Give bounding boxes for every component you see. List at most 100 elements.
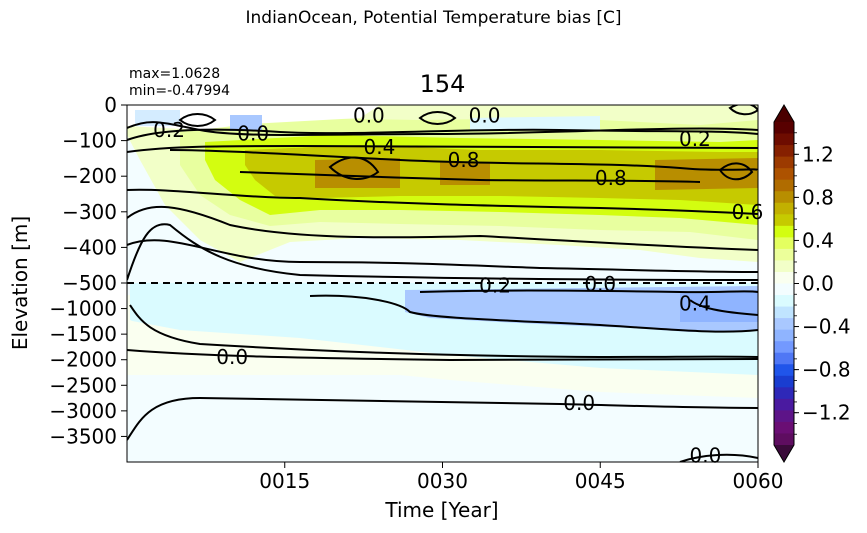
contour-label: 0.0 (690, 443, 722, 467)
figure-suptitle: IndianOcean, Potential Temperature bias … (245, 8, 622, 28)
colorbar-band (774, 248, 794, 261)
colorbar-band (774, 237, 794, 250)
stat-min: min=-0.47994 (129, 83, 231, 99)
x-tick-label: 0015 (259, 469, 310, 493)
colorbar-band (774, 364, 794, 377)
colorbar-band (774, 202, 794, 215)
contour-label: 0.4 (363, 135, 395, 159)
contour-label: 0.0 (216, 345, 248, 369)
colorbar-band (774, 214, 794, 227)
y-tick-label: −300 (62, 200, 117, 224)
contour-label: 0.0 (469, 104, 501, 128)
contour-surface-loop-1 (178, 113, 217, 127)
colorbar-band (774, 260, 794, 273)
contour-surface-02 (127, 128, 758, 141)
contour-surface-loop-2 (418, 111, 457, 125)
colorbar-tick-label: 0.0 (802, 272, 834, 296)
colorbar-band (774, 421, 794, 434)
colorbar-band (774, 410, 794, 423)
colorbar-band (774, 168, 794, 181)
y-tick-label: −2500 (49, 373, 117, 397)
stats-box: max=1.0628 min=-0.47994 (129, 66, 230, 100)
colorbar-band (774, 329, 794, 342)
colorbar-band (774, 295, 794, 308)
y-tick-label: −1000 (49, 297, 117, 321)
stat-max: max=1.0628 (129, 66, 221, 82)
contour-0-lower (127, 239, 758, 273)
y-tick-label: −200 (62, 164, 117, 188)
colorbar-band (774, 191, 794, 204)
contour-10-core-1 (328, 156, 380, 180)
contour-06-lower (127, 188, 758, 215)
contour-label: 0.2 (479, 274, 511, 298)
colorbar-band (774, 306, 794, 319)
x-tick-label: 0045 (575, 469, 626, 493)
y-tick-label: −1500 (49, 322, 117, 346)
contour-bottom-0 (679, 453, 758, 462)
contour-deep-0c (127, 396, 758, 441)
y-tick-label: −100 (62, 129, 117, 153)
contour-label: 0.0 (563, 391, 595, 415)
field-cool-surface-2 (230, 115, 262, 131)
contour-label: 0.0 (237, 121, 269, 145)
contour-02-lower (127, 205, 758, 251)
y-tick-label: −3500 (49, 424, 117, 448)
colorbar-band (774, 145, 794, 158)
colorbar-band (774, 283, 794, 296)
contour-04 (127, 145, 758, 153)
y-tick-label: −3000 (49, 399, 117, 423)
contour-label: 0.2 (679, 127, 711, 151)
contour-label: 0.0 (584, 272, 616, 296)
colorbar-band (774, 156, 794, 169)
y-tick-label: −2000 (49, 348, 117, 372)
colorbar-band (774, 179, 794, 192)
contour-label: 0.8 (448, 148, 480, 172)
contour-label: 0.2 (153, 118, 185, 142)
colorbar-band (774, 318, 794, 331)
colorbar-tick-label: 0.4 (802, 228, 834, 252)
field-warm-ochre-1 (315, 158, 400, 188)
panel-title: 154 (419, 70, 466, 98)
colorbar-band (774, 341, 794, 354)
contour-0-split (127, 223, 758, 281)
colorbar-extend-min (774, 445, 794, 462)
y-tick-label: −500 (62, 271, 117, 295)
colorbar-band (774, 122, 794, 135)
y-tick-label: −400 (62, 235, 117, 259)
colorbar-band (774, 225, 794, 238)
contour-10-core-2 (718, 162, 754, 181)
contour-surface-loop-3 (728, 105, 758, 116)
colorbar-tick-label: 1.2 (802, 142, 834, 166)
contour-label: 0.8 (595, 166, 627, 190)
colorbar-frame (773, 104, 795, 463)
y-axis-label: Elevation [m] (8, 216, 32, 350)
colorbar-tick-label: −0.8 (802, 358, 851, 382)
contour-deep-04 (689, 299, 758, 316)
colorbar-tick-label: 0.8 (802, 185, 834, 209)
colorbar-band (774, 375, 794, 388)
contour-08 (239, 171, 701, 183)
field-warm-ochre-3 (655, 158, 758, 190)
colorbar-band (774, 133, 794, 146)
colorbar-band (774, 433, 794, 446)
contour-06-upper (169, 149, 758, 171)
colorbar-band (774, 387, 794, 400)
contour-deep-02 (309, 294, 758, 333)
x-tick-label: 0060 (733, 469, 784, 493)
y-tick-label: 0 (104, 93, 117, 117)
contour-deep-0 (419, 289, 758, 294)
field-cool-surface-3 (470, 116, 600, 130)
contour-label: 0.0 (353, 104, 385, 128)
colorbar-band (774, 398, 794, 411)
x-axis-label: Time [Year] (384, 498, 498, 522)
contour-deep-0b (129, 304, 758, 359)
contour-surface-0 (127, 121, 758, 136)
colorbar-band (774, 271, 794, 284)
colorbar-band (774, 352, 794, 365)
contour-label: 0.6 (732, 200, 764, 224)
contour-deep-2000 (127, 349, 758, 362)
contour-label: 0.4 (679, 291, 711, 315)
x-tick-label: 0030 (417, 469, 468, 493)
colorbar-tick-label: −0.4 (802, 315, 851, 339)
